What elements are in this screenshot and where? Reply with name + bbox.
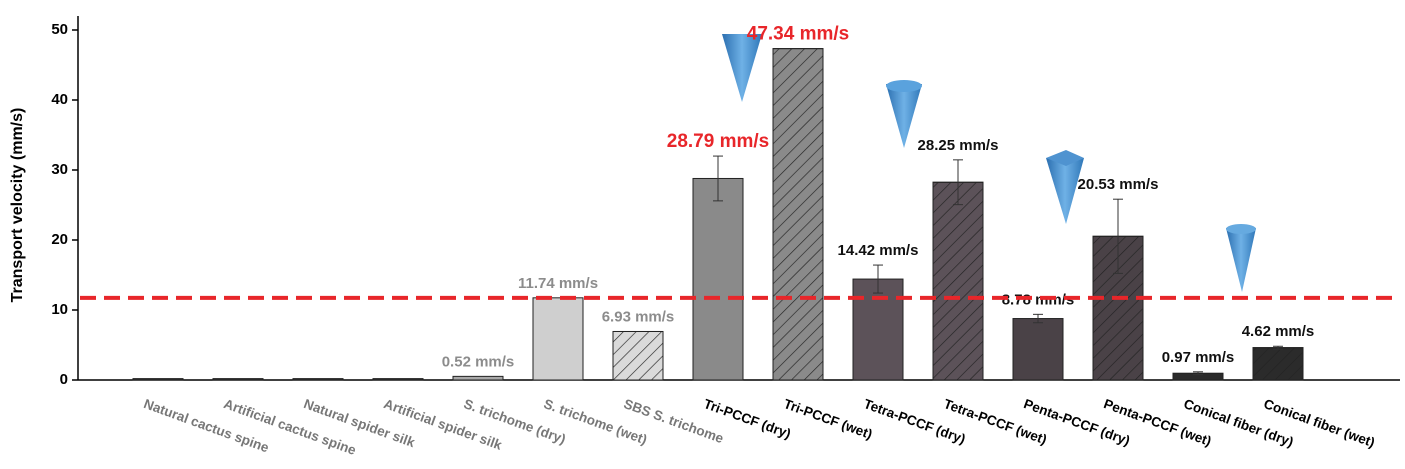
- value-label: 8.78 mm/s: [1002, 291, 1075, 308]
- value-label: 28.25 mm/s: [918, 137, 999, 154]
- value-label: 47.34 mm/s: [747, 24, 849, 45]
- bar: [133, 379, 183, 380]
- y-tick-label: 30: [51, 161, 68, 178]
- bar: [293, 379, 343, 380]
- value-label: 28.79 mm/s: [667, 131, 769, 152]
- value-label: 0.52 mm/s: [442, 353, 515, 370]
- y-tick-label: 10: [51, 301, 68, 318]
- value-label: 4.62 mm/s: [1242, 323, 1315, 340]
- x-tick-label: Artificial cactus spine: [222, 396, 359, 458]
- bar-hatch: [1253, 348, 1303, 380]
- bar-hatch: [613, 331, 663, 380]
- y-tick-label: 40: [51, 91, 68, 108]
- value-label: 11.74 mm/s: [518, 275, 598, 292]
- bar: [533, 298, 583, 380]
- chart: Transport velocity (mm/s) 01020304050Nat…: [0, 0, 1405, 469]
- bar: [453, 376, 503, 380]
- value-label: 6.93 mm/s: [602, 308, 675, 325]
- value-label: 14.42 mm/s: [838, 242, 919, 259]
- x-tick-label: Tri-PCCF (wet): [782, 396, 875, 442]
- bar: [853, 279, 903, 380]
- y-tick-label: 0: [60, 371, 68, 388]
- y-axis-label: Transport velocity (mm/s): [9, 108, 26, 303]
- bar: [373, 379, 423, 380]
- bar: [213, 379, 263, 380]
- y-tick-label: 50: [51, 21, 68, 38]
- value-label: 20.53 mm/s: [1078, 176, 1159, 193]
- value-label: 0.97 mm/s: [1162, 349, 1235, 366]
- bar-hatch: [773, 49, 823, 380]
- bar: [693, 178, 743, 380]
- y-tick-label: 20: [51, 231, 68, 248]
- bar-hatch: [933, 182, 983, 380]
- bar: [1013, 319, 1063, 380]
